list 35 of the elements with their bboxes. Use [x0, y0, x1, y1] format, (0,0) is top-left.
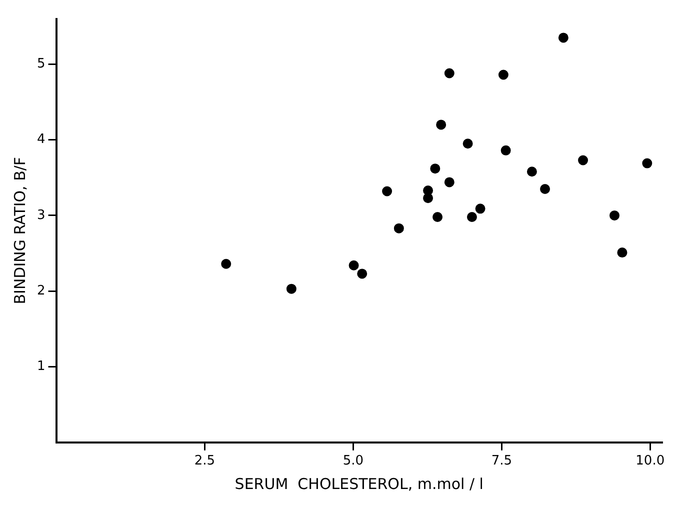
y-tick-label: 1 — [36, 359, 46, 374]
x-tick-label: 7.5 — [491, 454, 512, 469]
point — [444, 177, 454, 188]
y-axis-title: BINDING RATIO, B/F — [10, 156, 29, 304]
point — [617, 248, 628, 258]
y-tick-label: 4 — [36, 132, 46, 148]
point — [444, 68, 454, 78]
point — [500, 145, 511, 156]
x-axis-title: SERUM CHOLESTEROL, m.mol / l — [234, 474, 484, 493]
point — [526, 166, 537, 177]
point — [286, 284, 296, 294]
x-tick-label: 2.5 — [194, 454, 216, 469]
point — [221, 258, 232, 269]
point — [423, 193, 434, 204]
point — [432, 212, 443, 222]
point — [348, 260, 359, 270]
point — [578, 155, 588, 166]
point — [540, 184, 550, 194]
point — [436, 120, 446, 130]
point — [609, 210, 620, 220]
point — [558, 32, 568, 43]
point — [357, 268, 368, 279]
point — [475, 204, 486, 214]
x-tick-label: 10.0 — [636, 454, 665, 469]
y-tick-label: 2 — [36, 283, 46, 298]
point — [498, 70, 508, 80]
point — [462, 138, 473, 149]
point — [642, 158, 652, 168]
x-tick-label: 5.0 — [342, 454, 364, 469]
point — [430, 164, 440, 174]
point — [466, 212, 477, 222]
point — [394, 223, 404, 234]
point — [382, 186, 392, 196]
y-tick-label: 3 — [36, 208, 46, 223]
y-tick-label: 5 — [36, 56, 46, 72]
